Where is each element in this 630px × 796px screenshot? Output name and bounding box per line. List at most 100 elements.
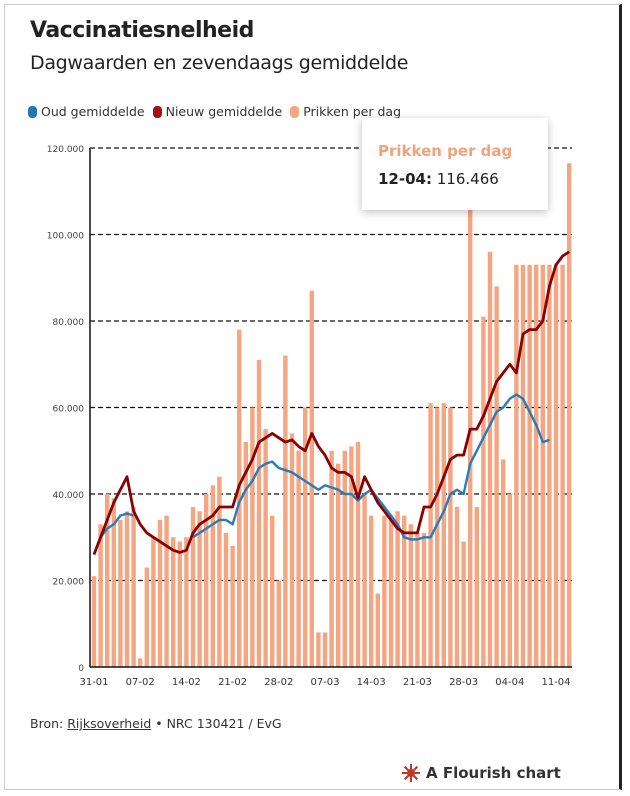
y-tick-label: 40.000	[53, 491, 85, 501]
bar	[223, 532, 229, 667]
bar	[184, 537, 189, 667]
bar	[177, 541, 182, 667]
bar	[263, 429, 268, 667]
bar	[151, 537, 156, 667]
bar	[111, 498, 116, 667]
legend-item-oud[interactable]: Oud gemiddelde	[28, 104, 145, 119]
bar	[230, 545, 235, 667]
bar	[118, 519, 123, 667]
bar	[91, 576, 97, 667]
x-tick-label: 21-02	[218, 677, 247, 688]
bar	[415, 532, 420, 667]
bar	[138, 658, 143, 667]
bar	[124, 511, 130, 667]
bar	[303, 407, 308, 667]
bar	[190, 506, 196, 667]
bar	[131, 506, 136, 667]
tooltip-title: Prikken per dag	[378, 142, 513, 160]
bar	[553, 264, 559, 667]
bar	[250, 407, 255, 667]
bar	[336, 463, 341, 667]
bar	[289, 433, 295, 667]
bar	[276, 580, 281, 667]
bar	[204, 494, 209, 667]
bar	[481, 316, 486, 667]
x-tick-label: 07-02	[126, 677, 155, 688]
bar	[322, 632, 328, 667]
source-note: Bron: Rijksoverheid • NRC 130421 / EvG	[30, 716, 282, 731]
tooltip-number: 116.466	[436, 170, 499, 188]
source-link[interactable]: Rijksoverheid	[67, 716, 152, 731]
chart-frame	[4, 4, 622, 790]
flourish-label: A Flourish chart	[426, 764, 561, 782]
bar	[534, 264, 539, 667]
bar	[487, 251, 493, 668]
legend-label: Prikken per dag	[303, 104, 402, 119]
flourish-credit[interactable]: A Flourish chart	[402, 764, 561, 782]
bar	[349, 446, 354, 667]
bar	[461, 541, 466, 667]
legend-item-nieuw[interactable]: Nieuw gemiddelde	[152, 104, 283, 119]
chart-subtitle: Dagwaarden en zevendaags gemiddelde	[30, 52, 409, 74]
legend-label: Nieuw gemiddelde	[165, 104, 283, 119]
x-tick-label: 11-04	[541, 677, 570, 688]
bar	[520, 264, 526, 667]
bar	[355, 442, 361, 667]
tooltip: Prikken per dag 12-04: 116.466	[362, 118, 548, 210]
bar	[567, 163, 572, 667]
tooltip-value: 12-04: 116.466	[378, 170, 499, 188]
y-tick-label: 20.000	[53, 578, 85, 588]
bar	[243, 442, 248, 667]
y-tick-label: 60.000	[53, 405, 85, 415]
x-tick-label: 14-02	[172, 677, 201, 688]
y-tick-label: 0	[78, 664, 84, 674]
bar	[527, 264, 532, 667]
bar	[560, 264, 565, 667]
bar	[105, 494, 110, 667]
x-tick-label: 28-02	[264, 677, 293, 688]
bar	[468, 204, 473, 667]
chart-title: Vaccinatiesnelheid	[30, 18, 254, 43]
bar	[388, 519, 394, 667]
bar	[402, 515, 407, 667]
bar	[435, 407, 440, 667]
legend-item-prikken[interactable]: Prikken per dag	[290, 104, 401, 119]
legend: Oud gemiddelde Nieuw gemiddelde Prikken …	[28, 104, 401, 119]
x-tick-label: 21-03	[403, 677, 432, 688]
bar	[540, 264, 545, 667]
bar	[421, 532, 427, 667]
bar	[171, 537, 176, 667]
bar	[514, 264, 519, 667]
legend-swatch-prikken	[290, 105, 300, 118]
x-tick-label: 04-04	[495, 677, 524, 688]
bar	[441, 403, 446, 667]
bar	[210, 485, 215, 667]
bar	[507, 494, 512, 667]
flourish-logo-icon	[402, 764, 420, 782]
legend-label: Oud gemiddelde	[41, 104, 145, 119]
bar	[474, 506, 479, 667]
bar	[454, 506, 460, 667]
bar	[309, 290, 314, 667]
bar	[547, 264, 552, 667]
bar	[237, 329, 242, 667]
bar	[408, 524, 413, 667]
bar	[296, 450, 301, 667]
bar	[98, 524, 103, 667]
tooltip-date: 12-04:	[378, 170, 432, 188]
bar	[270, 515, 275, 667]
bar	[256, 359, 262, 667]
y-tick-label: 120.000	[47, 145, 84, 155]
line-nieuw-gemiddelde	[92, 250, 570, 556]
x-tick-label: 28-03	[449, 677, 478, 688]
bar	[375, 593, 380, 667]
y-tick-label: 80.000	[53, 318, 85, 328]
bar	[316, 632, 321, 667]
x-tick-label: 07-03	[310, 677, 339, 688]
bar	[501, 459, 506, 667]
bar	[382, 515, 387, 667]
bar	[197, 511, 202, 667]
bar	[144, 567, 149, 667]
legend-swatch-oud	[28, 105, 37, 118]
